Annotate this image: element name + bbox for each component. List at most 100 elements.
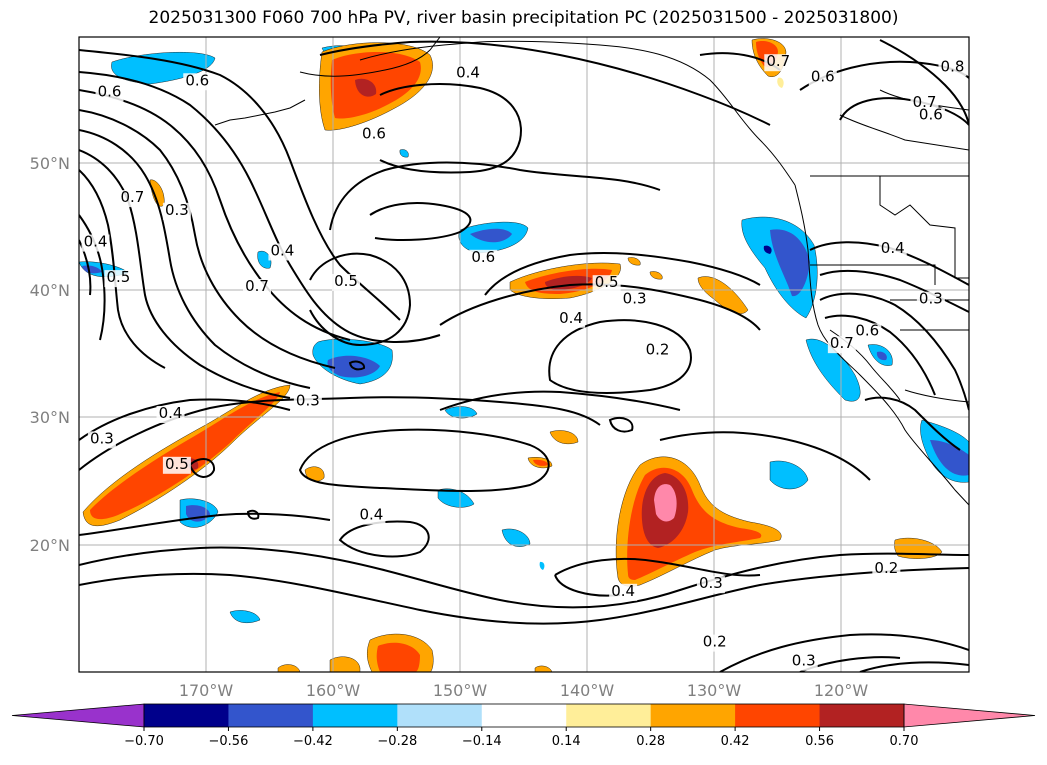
contour-label-bg: [183, 73, 212, 91]
contour-label-bg: [643, 342, 672, 360]
contour-label: 0.6: [98, 83, 122, 101]
lon-label-120w: 120°W: [814, 681, 869, 700]
colorbar-bin: [566, 704, 652, 727]
contour-label: 0.4: [159, 404, 183, 422]
colorbar-tick-label: −0.56: [209, 734, 249, 749]
colorbar-extend-min: [11, 703, 145, 728]
contour-label: 0.3: [699, 574, 723, 592]
contour-label: 0.8: [941, 57, 965, 75]
lat-label-40n: 40°N: [30, 281, 70, 300]
contour-label: 0.6: [811, 67, 835, 85]
colorbar-tick-label: 0.56: [805, 734, 834, 749]
contour-label-bg: [789, 653, 818, 671]
map-frame: [78, 36, 970, 673]
colorbar-bin: [397, 704, 483, 727]
contour-label: 0.7: [120, 188, 144, 206]
contour-label: 0.6: [185, 71, 209, 89]
contour-label-bg: [243, 279, 271, 296]
contour-label-bg: [87, 431, 116, 449]
colorbar: [11, 703, 1036, 728]
contour-label: 0.2: [646, 341, 670, 359]
contour-label: 0.5: [106, 268, 130, 286]
lon-label-170w: 170°W: [179, 681, 234, 700]
colorbar-tick-label: −0.14: [462, 734, 502, 749]
contour-label: 0.5: [595, 273, 619, 291]
contour-label: 0.6: [855, 321, 879, 339]
negative-precip-shading: [79, 45, 969, 624]
coastlines: [214, 37, 969, 506]
colorbar-bin: [819, 704, 905, 727]
contour-label: 0.3: [919, 290, 943, 308]
colorbar-tick-label: −0.42: [293, 734, 333, 749]
contour-label: 0.4: [559, 309, 583, 327]
contour-label-bg: [332, 273, 360, 291]
colorbar-tick-label: 0.42: [721, 734, 750, 749]
map-title: 2025031300 F060 700 hPa PV, river basin …: [148, 8, 899, 28]
lat-label-50n: 50°N: [30, 154, 70, 173]
contour-label-bg: [118, 190, 147, 208]
contour-label: 0.6: [919, 106, 943, 124]
contour-label-bg: [878, 240, 907, 258]
contour-label: 0.6: [362, 125, 386, 143]
contour-label: 0.4: [881, 239, 905, 257]
contour-label-bg: [357, 507, 386, 525]
contour-label: 0.7: [913, 93, 937, 111]
longitude-labels: 170°W 160°W 150°W 140°W 130°W 120°W: [179, 681, 869, 700]
contour-label-bg: [764, 54, 793, 72]
contour-label-bg: [938, 59, 967, 77]
contour-label-bg: [293, 393, 322, 411]
contour-label: 0.3: [792, 652, 816, 670]
contour-label-bg: [700, 634, 729, 652]
lat-label-20n: 20°N: [30, 536, 70, 555]
colorbar-bin: [481, 704, 567, 727]
contour-label: 0.7: [245, 277, 269, 295]
lat-label-30n: 30°N: [30, 408, 70, 427]
contour-label-bg: [557, 310, 586, 328]
contour-label-bg: [592, 275, 621, 293]
colorbar-extend-max: [903, 703, 1036, 728]
pv-contours: [79, 39, 969, 672]
contour-label: 0.3: [165, 201, 189, 219]
colorbar-tick-label: 0.70: [890, 734, 919, 749]
contour-label: 0.2: [874, 559, 898, 577]
positive-precip-shading: [82, 38, 943, 672]
colorbar-tick-label: −0.70: [124, 734, 164, 749]
contour-label: 0.3: [296, 391, 320, 409]
contour-label: 0.4: [611, 582, 635, 600]
colorbar-tick-label: 0.28: [636, 734, 665, 749]
contour-label-bg: [808, 69, 837, 87]
contour-label-bg: [454, 65, 483, 83]
colorbar-bin: [735, 704, 821, 727]
contour-label: 0.3: [623, 290, 647, 308]
contour-label-bg: [104, 270, 133, 288]
contour-label: 0.6: [471, 248, 495, 266]
contour-label: 0.4: [456, 64, 480, 82]
contour-label: 0.4: [84, 233, 108, 251]
contour-label-bg: [359, 126, 388, 144]
contour-label: 0.3: [90, 429, 114, 447]
contour-label-bg: [853, 323, 882, 341]
colorbar-frame: [143, 703, 905, 728]
contour-label-bg: [916, 291, 945, 309]
lon-label-150w: 150°W: [433, 681, 488, 700]
colorbar-tick-labels: −0.70 −0.56 −0.42 −0.28 −0.14 0.14 0.28 0.42 0.5…: [124, 727, 918, 749]
contour-label-bg: [620, 291, 649, 309]
contour-label-bg: [268, 243, 297, 261]
pv-contour-labels: 0.60.40.60.60.70.30.40.50.40.50.60.50.30…: [81, 52, 967, 671]
colorbar-bin: [228, 704, 314, 727]
colorbar-bin: [650, 704, 736, 727]
colorbar-tick-label: −0.28: [377, 734, 417, 749]
contour-label-bg: [609, 583, 638, 601]
contour-label: 0.4: [359, 506, 383, 524]
contour-label-bg: [827, 336, 856, 354]
contour-label: 0.5: [334, 272, 358, 290]
contour-label-bg: [162, 456, 191, 474]
contour-label-bg: [696, 576, 725, 594]
latitude-labels: 50°N 40°N 30°N 20°N: [30, 154, 70, 555]
contour-label-bg: [162, 202, 191, 220]
lon-label-140w: 140°W: [560, 681, 615, 700]
contour-label-bg: [469, 249, 498, 267]
colorbar-bin: [144, 704, 229, 727]
contour-label-bg: [156, 406, 185, 423]
contour-label-bg: [81, 234, 110, 252]
